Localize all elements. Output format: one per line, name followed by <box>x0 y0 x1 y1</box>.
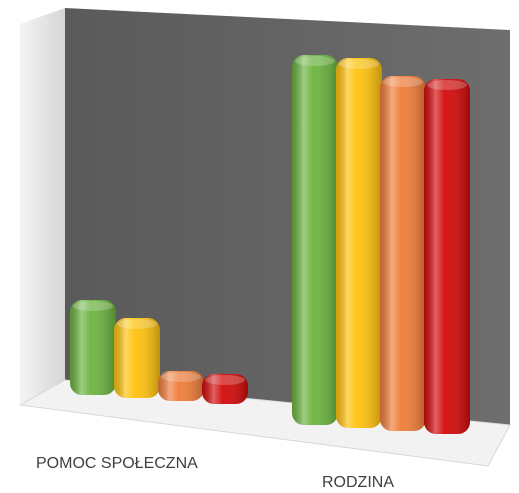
bar-cap <box>383 77 423 87</box>
bars-group <box>70 55 470 434</box>
bar-cap <box>161 372 201 382</box>
bar-cap <box>427 80 467 90</box>
category-label: POMOC SPOŁECZNA <box>36 455 198 472</box>
floor <box>18 379 511 467</box>
side-wall <box>20 8 65 405</box>
bar-highlight <box>158 371 204 401</box>
bar-cap <box>339 59 379 69</box>
bar-highlight <box>114 318 160 398</box>
bar-highlight <box>380 76 426 431</box>
bar-cap <box>73 301 113 311</box>
bar-cap <box>205 375 245 385</box>
bar-highlight <box>292 55 338 425</box>
category-label: RODZINA <box>322 474 394 491</box>
bar-highlight <box>424 79 470 434</box>
bar-highlight <box>70 300 116 395</box>
bar-cap <box>117 319 157 329</box>
bar-cap <box>295 56 335 66</box>
bar-highlight <box>202 374 248 404</box>
bar-highlight <box>336 58 382 428</box>
